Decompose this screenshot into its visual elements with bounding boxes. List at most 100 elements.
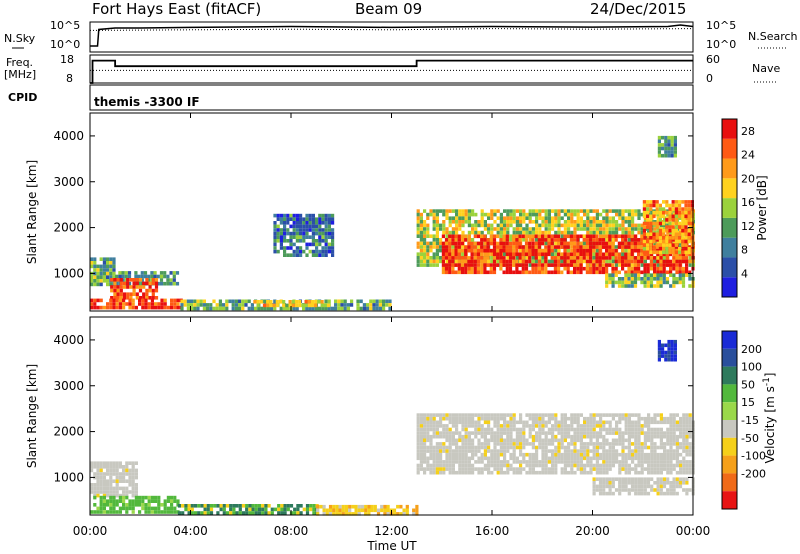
range-gate-cell (460, 259, 465, 264)
range-gate-cell (315, 228, 319, 232)
range-gate-cell (670, 343, 674, 348)
range-gate-cell (477, 413, 481, 417)
range-gate-cell (551, 427, 555, 432)
range-gate-cell (435, 252, 439, 256)
range-gate-cell (675, 256, 679, 260)
range-gate-cell (318, 239, 322, 243)
range-gate-cell (99, 510, 103, 514)
range-gate-cell (461, 449, 465, 453)
range-gate-cell (157, 305, 161, 310)
range-gate-cell (535, 463, 539, 468)
range-gate-cell (402, 508, 406, 513)
range-gate-cell (269, 303, 273, 308)
range-gate-cell (499, 424, 503, 428)
range-gate-cell (439, 445, 443, 450)
range-gate-cell (464, 266, 468, 271)
range-gate-cell (682, 470, 686, 475)
range-gate-cell (267, 511, 271, 515)
range-gate-cell (509, 427, 513, 432)
range-gate-cell (505, 234, 509, 239)
range-gate-cell (93, 493, 97, 498)
range-gate-cell (595, 263, 599, 267)
range-gate-cell (429, 245, 433, 249)
range-gate-cell (308, 249, 312, 254)
range-gate-cell (102, 305, 106, 310)
range-gate-cell (602, 460, 606, 464)
range-gate-cell (138, 296, 143, 300)
range-gate-cell (547, 216, 551, 220)
range-gate-cell (630, 266, 634, 271)
range-gate-cell (627, 227, 631, 231)
range-gate-cell (563, 452, 567, 457)
range-gate-cell (649, 203, 653, 208)
range-gate-cell (653, 467, 657, 471)
range-gate-cell (461, 216, 465, 220)
range-gate-cell (426, 434, 430, 439)
range-gate-cell (646, 263, 650, 267)
range-gate-cell (647, 445, 651, 450)
range-gate-cell (458, 212, 462, 217)
range-gate-cell (143, 274, 148, 279)
range-gate-cell (685, 266, 689, 271)
range-gate-cell (461, 413, 465, 417)
range-gate-cell (674, 200, 678, 204)
range-gate-cell (640, 416, 644, 421)
range-gate-cell (627, 413, 631, 417)
range-gate-cell (132, 288, 136, 293)
range-gate-cell (605, 256, 609, 260)
range-gate-cell (690, 207, 694, 211)
range-gate-cell (506, 230, 510, 235)
range-gate-cell (350, 299, 354, 304)
range-gate-cell (541, 230, 545, 235)
range-gate-cell (477, 431, 481, 435)
range-gate-cell (670, 135, 674, 140)
range-gate-cell (674, 225, 678, 229)
range-gate-cell (611, 273, 615, 277)
range-gate-cell (599, 456, 603, 461)
range-gate-cell (598, 481, 603, 485)
range-gate-cell (277, 511, 281, 515)
range-gate-cell (467, 456, 471, 461)
range-gate-cell (621, 216, 625, 220)
range-gate-cell (621, 259, 625, 264)
range-gate-cell (503, 413, 507, 417)
range-gate-cell (547, 245, 551, 249)
range-gate-cell (402, 512, 406, 516)
range-gate-cell (678, 277, 682, 281)
range-gate-cell (663, 431, 667, 435)
range-gate-cell (439, 227, 443, 231)
range-gate-cell (448, 248, 452, 253)
range-gate-cell (372, 306, 376, 311)
range-gate-cell (423, 220, 427, 224)
range-gate-cell (275, 303, 279, 308)
range-gate-cell (573, 413, 577, 417)
range-gate-cell (282, 306, 286, 311)
range-gate-cell (649, 207, 653, 211)
range-gate-cell (576, 248, 580, 253)
range-gate-cell (583, 434, 587, 439)
range-gate-cell (380, 508, 384, 513)
range-gate-cell (441, 245, 445, 249)
range-gate-cell (528, 212, 532, 217)
range-gate-cell (439, 223, 443, 228)
range-gate-cell (673, 357, 677, 362)
range-gate-cell (669, 449, 673, 453)
range-gate-cell (598, 266, 602, 271)
range-gate-cell (118, 475, 122, 480)
range-gate-cell (563, 424, 567, 428)
range-gate-cell (563, 449, 567, 453)
range-gate-cell (311, 213, 315, 218)
range-gate-cell (579, 216, 583, 220)
range-gate-cell (464, 216, 468, 220)
range-gate-cell (586, 442, 590, 446)
range-gate-cell (148, 288, 152, 293)
range-gate-cell (327, 249, 331, 254)
range-gate-cell (492, 263, 497, 267)
range-gate-cell (190, 511, 194, 515)
range-gate-cell (331, 217, 335, 221)
range-gate-cell (583, 427, 587, 432)
range-gate-cell (611, 445, 615, 450)
range-gate-cell (673, 139, 677, 144)
velocity-colorbar-tick: 200 (741, 343, 762, 356)
